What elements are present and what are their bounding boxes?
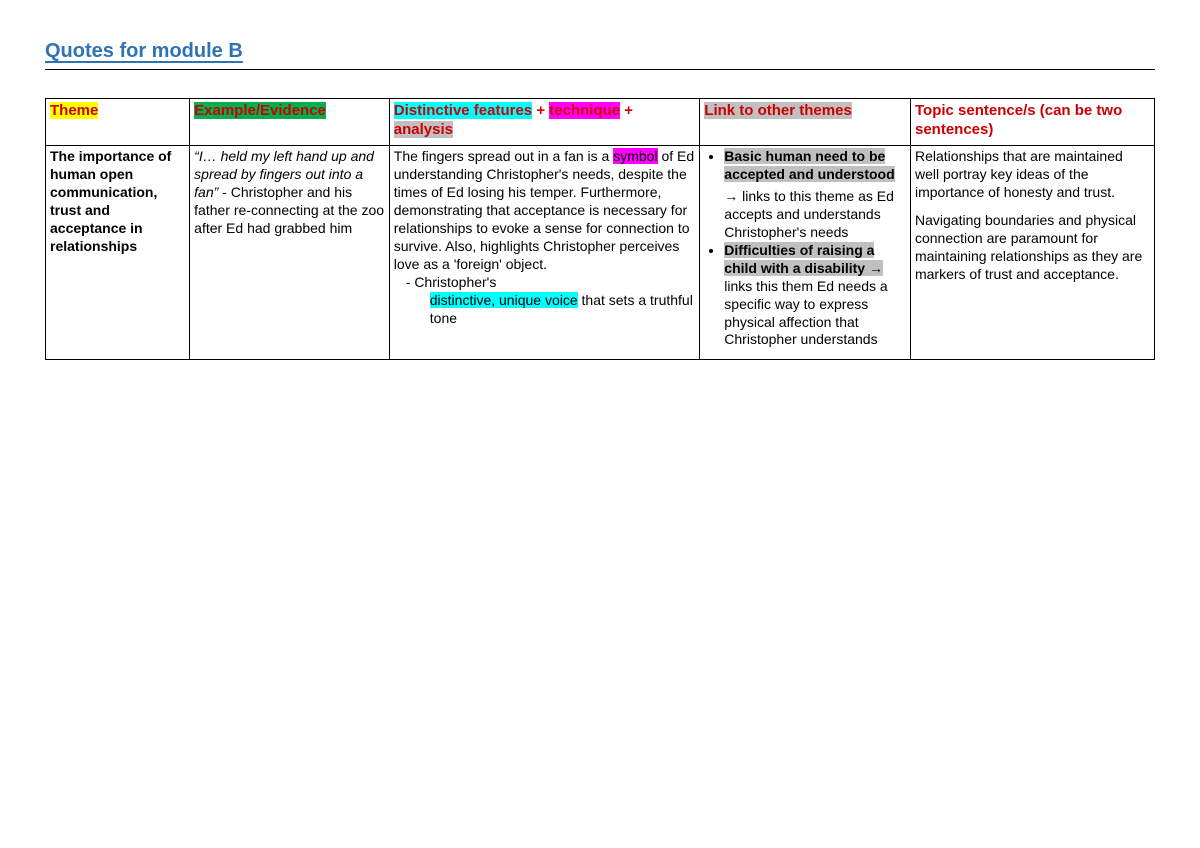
table-row: The importance of human open communicati… (46, 146, 1155, 360)
link-item-1-rest: → links to this theme as Ed accepts and … (724, 188, 906, 242)
cell-features: The fingers spread out in a fan is a sym… (389, 146, 700, 360)
header-link: Link to other themes (700, 99, 911, 146)
header-evidence: Example/Evidence (190, 99, 390, 146)
link-list-2: Difficulties of raising a child with a d… (704, 242, 906, 349)
features-dash-pre: - Christopher's (406, 274, 497, 290)
header-analysis-label: analysis (394, 121, 453, 138)
header-features-label: Distinctive features (394, 102, 532, 119)
header-theme-label: Theme (50, 102, 98, 119)
cell-theme: The importance of human open communicati… (46, 146, 190, 360)
header-technique-label: technique (549, 102, 620, 119)
link-item-1-label: Basic human need to be accepted and unde… (724, 148, 894, 182)
header-topic: Topic sentence/s (can be two sentences) (910, 99, 1154, 146)
title-rule (45, 69, 1155, 70)
quotes-table: Theme Example/Evidence Distinctive featu… (45, 98, 1155, 360)
link-item-2-label: Difficulties of raising a child with a d… (724, 242, 883, 276)
table-header-row: Theme Example/Evidence Distinctive featu… (46, 99, 1155, 146)
header-plus2: + (620, 102, 633, 119)
evidence-rest: - Christopher and his father re-connecti… (194, 184, 384, 236)
header-theme: Theme (46, 99, 190, 146)
features-symbol: symbol (613, 148, 657, 164)
link-item-2: Difficulties of raising a child with a d… (724, 242, 906, 349)
page-title: Quotes for module B (45, 40, 1155, 63)
header-evidence-label: Example/Evidence (194, 102, 326, 119)
features-post1: of Ed understanding Christopher's needs,… (394, 148, 694, 271)
link-item-1: Basic human need to be accepted and unde… (724, 148, 906, 184)
cell-link: Basic human need to be accepted and unde… (700, 146, 911, 360)
features-subitem: - Christopher's (418, 274, 696, 292)
topic-p2: Navigating boundaries and physical conne… (915, 212, 1150, 284)
header-link-label: Link to other themes (704, 102, 852, 119)
link-item-2-rest: links this them Ed needs a specific way … (724, 278, 887, 348)
header-topic-label: Topic sentence/s (can be two sentences) (915, 102, 1122, 138)
link-list: Basic human need to be accepted and unde… (704, 148, 906, 184)
features-subitem-line2: distinctive, unique voice that sets a tr… (430, 292, 696, 328)
header-features: Distinctive features + technique + analy… (389, 99, 700, 146)
topic-p1: Relationships that are maintained well p… (915, 148, 1150, 202)
cell-topic: Relationships that are maintained well p… (910, 146, 1154, 360)
header-plus1: + (532, 102, 549, 119)
cell-evidence: “I… held my left hand up and spread by f… (190, 146, 390, 360)
features-pre: The fingers spread out in a fan is a (394, 148, 613, 164)
features-voice: distinctive, unique voice (430, 292, 578, 308)
